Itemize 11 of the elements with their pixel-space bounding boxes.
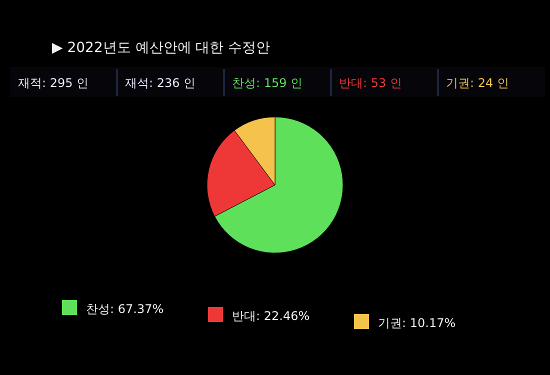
legend-label: 기권: 10.17% bbox=[378, 316, 456, 330]
pie-slice bbox=[206, 130, 276, 217]
pie-slice bbox=[234, 116, 276, 186]
legend-label: 찬성: 67.37% bbox=[86, 302, 164, 316]
legend-label: 반대: 22.46% bbox=[232, 309, 310, 323]
text: 재석: 236 인 bbox=[125, 76, 196, 90]
text: 찬성: 159 인 bbox=[232, 76, 303, 90]
text: 재적: 295 인 bbox=[18, 76, 89, 90]
text: 반대: 53 인 bbox=[339, 76, 402, 90]
chart-title: ▶ 2022년도 예산안에 대한 수정안 bbox=[52, 40, 270, 56]
text: 기권: 24 인 bbox=[446, 76, 509, 90]
